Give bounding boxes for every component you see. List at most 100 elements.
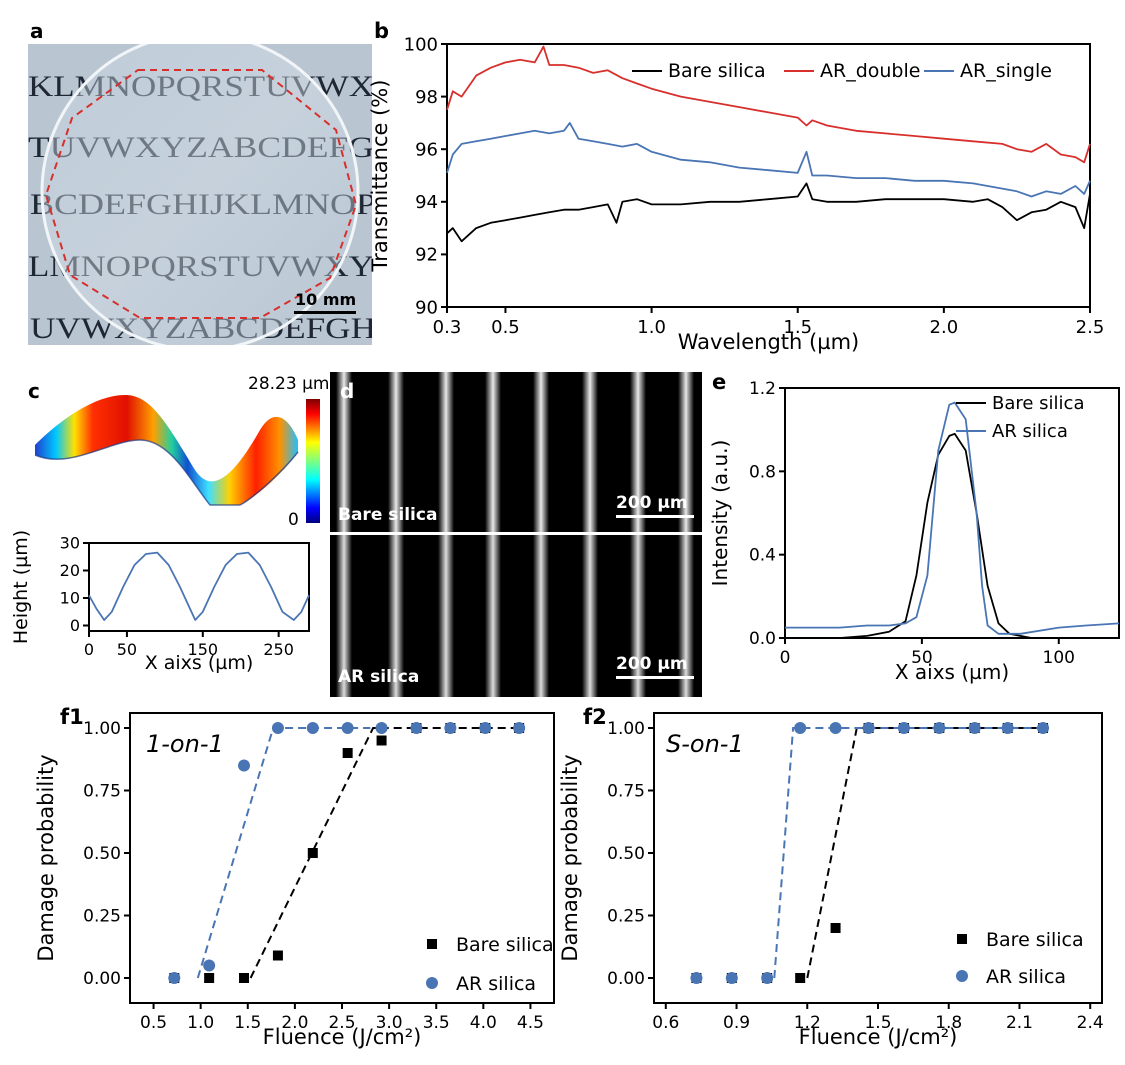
panel-b-chart: 0.3 0.5 1.0 1.5 2.0 2.5 90 92 94 96 98 100 Wavelengt… (368, 19, 1104, 354)
y-tick-label: 0.00 (83, 969, 121, 989)
grating-stripes (336, 372, 694, 697)
x-tick-label: 1.5 (234, 1013, 261, 1033)
x-axis-label: Wavelength (µm) (678, 330, 859, 354)
stripe-bare (582, 372, 598, 532)
panel-c-height-chart: 0 50 150 250 0 10 20 30 X aixs (µm) Height (µm) (10, 530, 310, 674)
x-tick-label: 2.1 (1006, 1013, 1033, 1033)
x-tick-label: 2.4 (1077, 1013, 1104, 1033)
data-point-circle (203, 959, 216, 972)
panel-label-c: c (28, 379, 40, 403)
x-tick-label: 4.0 (470, 1013, 497, 1033)
data-point-square (376, 735, 387, 746)
stripe-bare (388, 372, 404, 532)
y-tick-label: 0.0 (749, 629, 776, 649)
caption-ar-silica: AR silica (338, 667, 419, 687)
data-point-circle (761, 972, 774, 984)
data-point-square (204, 973, 215, 983)
x-tick-label: 4.5 (517, 1013, 544, 1033)
series-line-ar-single (446, 122, 1091, 198)
series-line-bare-silica (446, 182, 1091, 243)
x-tick-label: 0 (780, 648, 791, 668)
scale-bar-d-top-label: 200 µm (616, 493, 688, 513)
data-point-circle (375, 722, 388, 734)
stripe-bare (533, 372, 549, 532)
legend-label: AR_single (960, 60, 1052, 82)
data-point-circle (690, 972, 703, 984)
colorbar (306, 399, 320, 523)
y-tick-label: 0.8 (749, 462, 776, 482)
legend-swatch (426, 977, 438, 989)
x-axis-label: Fluence (J/cm²) (263, 1025, 422, 1049)
legend-label: Bare silica (456, 934, 554, 956)
x-tick-label: 1.0 (637, 317, 666, 338)
panel-d: d Bare silica AR silica 200 µm 200 µm (330, 372, 702, 697)
panel-label-d: d (340, 379, 354, 403)
data-point-square (307, 848, 318, 858)
data-point-circle (725, 972, 738, 984)
x-tick-label: 100 (1043, 648, 1075, 668)
y-tick-label: 94 (415, 192, 438, 213)
stripe-bare (438, 372, 454, 532)
plot-frame (784, 387, 1120, 639)
legend: Bare silica AR silica (426, 934, 554, 995)
y-tick-label: 0.50 (607, 844, 645, 864)
panel-label-f2: f2 (583, 705, 607, 729)
data-point-circle (410, 722, 423, 734)
legend-label: AR silica (992, 421, 1068, 442)
fit-line (196, 727, 371, 979)
fit-line (249, 727, 520, 979)
x-tick-label: 1.5 (783, 317, 812, 338)
legend-label: Bare silica (986, 929, 1084, 951)
x-tick-label: 2.0 (281, 1013, 308, 1033)
x-tick-label: 1.2 (794, 1013, 821, 1033)
data-point-circle (1001, 722, 1014, 734)
x-tick-label: 250 (263, 640, 294, 659)
data-point-circle (444, 722, 457, 734)
x-tick-label: 50 (117, 640, 137, 659)
stripe-ar (485, 535, 501, 697)
y-tick-label: 0 (70, 616, 80, 635)
y-tick-label: 0.25 (83, 906, 121, 926)
scale-bar-d-bottom (616, 676, 694, 679)
legend-swatch (956, 970, 968, 982)
series-line-ar-double (446, 45, 1091, 164)
legend-label: AR_double (820, 60, 920, 82)
micrograph-divider (330, 532, 702, 535)
fit-line (773, 727, 1044, 979)
data-point-circle (829, 722, 842, 734)
x-tick-label: 2.5 (1076, 317, 1105, 338)
stripe-ar (582, 535, 598, 697)
legend-label: Bare silica (992, 393, 1085, 414)
x-tick-label: 0.3 (433, 317, 462, 338)
data-point-circle (794, 722, 807, 734)
panel-a: KLMNOPQRSTUVWXTUVWXYZABCDEFGBCDEFGHIJKLM… (28, 19, 372, 345)
panel-label-f1: f1 (60, 705, 84, 729)
stripe-bare (336, 372, 352, 532)
x-tick-label: 2.5 (328, 1013, 355, 1033)
colorbar-min-label: 0 (288, 510, 299, 530)
chart-title: S-on-1 (666, 730, 744, 758)
stripe-ar (388, 535, 404, 697)
legend: Bare silica AR_double AR_single (632, 60, 1052, 82)
x-tick-label: 0 (84, 640, 94, 659)
scale-bar-d-bottom-label: 200 µm (616, 654, 688, 674)
panel-e-chart: 0 50 100 0.0 0.4 0.8 1.2 X aixs (µm) Intensity (… (708, 370, 1120, 684)
data-point-circle (513, 722, 526, 734)
y-axis-label: Intensity (a.u.) (708, 440, 732, 587)
y-tick-label: 90 (415, 297, 438, 318)
x-tick-label: 50 (911, 648, 933, 668)
data-point-square (830, 923, 841, 933)
series-line-bare-silica (785, 432, 1119, 639)
data-point-circle (862, 722, 875, 734)
stripe-ar (630, 535, 646, 697)
panel-f1-chart: 0.5 1.0 1.5 2.0 2.5 3.0 3.5 4.0 4.5 0.00 0.25 0.50 0… (34, 705, 555, 1049)
y-axis-label: Damage probability (558, 754, 582, 961)
stripe-bare (678, 372, 694, 532)
x-tick-label: 0.5 (491, 317, 520, 338)
y-tick-label: 1.00 (83, 719, 121, 739)
legend: Bare silica AR silica (956, 929, 1084, 988)
stripe-ar (678, 535, 694, 697)
y-tick-label: 30 (60, 534, 80, 553)
x-axis-label: Fluence (J/cm²) (799, 1025, 958, 1049)
